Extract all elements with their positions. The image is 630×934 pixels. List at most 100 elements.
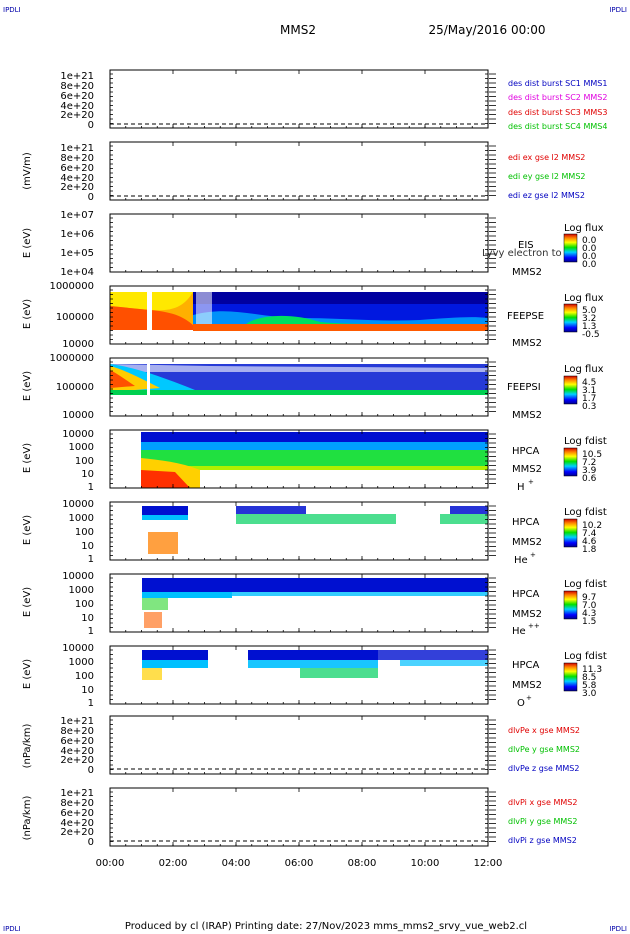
hpca-o-ytick-2: 100 <box>75 671 94 682</box>
hpca-o-cbar-tick-1: 8.5 <box>582 673 596 683</box>
eis-ylabel: E (eV) <box>22 228 33 258</box>
hpca-he-cbar-tick-0: 10.2 <box>582 521 602 531</box>
panel-hpca-h: E (eV) 10000 1000 100 10 1 HPCA MMS2 H +… <box>22 429 607 493</box>
hpca-h-colorbar <box>563 447 578 477</box>
eis-colorbar <box>563 233 578 263</box>
feepse-ytick-1: 100000 <box>56 312 94 323</box>
hpca-o-ytick-3: 10 <box>81 685 94 696</box>
corner-label-bottom-right: IPDLI <box>609 925 627 933</box>
eis-frame <box>109 213 489 273</box>
p1-ytick-2: 6e+20 <box>60 91 94 102</box>
hpca-h-ytick-3: 10 <box>81 469 94 480</box>
p2-ylabel: (mV/m) <box>22 152 33 190</box>
hpca-he-label-0: HPCA <box>512 517 540 528</box>
feepse-label-1: MMS2 <box>512 338 542 349</box>
hpca-he2-label-0: HPCA <box>512 589 540 600</box>
hpca-he2-ytick-1: 1000 <box>69 585 94 596</box>
feepsi-cbar-tick-2: 1.7 <box>582 394 596 404</box>
p2-ytick-4: 2e+20 <box>60 182 94 193</box>
time-tick-2: 04:00 <box>222 858 251 869</box>
hpca-h-species: H <box>517 482 525 493</box>
feepse-cbar-tick-0: 5.0 <box>582 306 597 316</box>
p2-frame <box>109 141 489 201</box>
hpca-he2-ytick-4: 1 <box>88 626 94 637</box>
panel-1: 1e+21 8e+20 6e+20 4e+20 2e+20 0 des dist… <box>60 69 607 131</box>
hpca-he-patch-5 <box>450 506 488 514</box>
hpca-h-cbar-tick-2: 3.9 <box>582 466 597 476</box>
hpca-he-cbar-tick-3: 1.8 <box>582 545 597 555</box>
time-tick-4: 08:00 <box>348 858 377 869</box>
panel-hpca-o: E (eV) 10000 1000 100 10 1 HPCA MMS2 O +… <box>22 643 607 709</box>
hpca-h-ytick-2: 100 <box>75 456 94 467</box>
hpca-o-ylabel: E (eV) <box>22 659 33 689</box>
hpca-he-charge: + <box>530 551 536 559</box>
feepse-cbar-tick-2: 1.3 <box>582 322 596 332</box>
hpca-o-patch-3 <box>248 650 378 660</box>
hpca-h-ytick-1: 1000 <box>69 442 94 453</box>
p1-legend-0: des dist burst SC1 MMS1 <box>508 79 607 88</box>
hpca-o-label-1: MMS2 <box>512 680 542 691</box>
hpca-he2-patch-4 <box>232 592 488 596</box>
feepse-ytick-2: 10000 <box>62 339 94 350</box>
feepsi-cbar-tick-0: 4.5 <box>582 378 596 388</box>
hpca-h-ytick-4: 1 <box>88 482 94 493</box>
eis-ytick-0: 1e+07 <box>60 210 94 221</box>
hpca-h-green <box>141 450 488 466</box>
time-axis: 00:00 02:00 04:00 06:00 08:00 10:00 12:0… <box>96 858 503 869</box>
feepsi-ytick-1: 100000 <box>56 382 94 393</box>
hpca-he2-spectrogram <box>142 578 488 628</box>
feepsi-ylabel: E (eV) <box>22 371 33 401</box>
eis-label-1: MMS2 <box>512 267 542 278</box>
feepse-cbar-tick-3: -0.5 <box>582 330 600 340</box>
hpca-he-cbar-title: Log fdist <box>564 507 607 518</box>
p2-ytick-0: 1e+21 <box>60 143 94 154</box>
feepsi-cbar-tick-1: 3.1 <box>582 386 596 396</box>
panel-hpca-he2: E (eV) 10000 1000 100 10 1 HPCA MMS2 He … <box>22 571 607 637</box>
p1-legend-3: des dist burst SC4 MMS4 <box>508 122 607 131</box>
hpca-h-cbar-title: Log fdist <box>564 436 607 447</box>
hpca-h-cbar-tick-0: 10.5 <box>582 450 602 460</box>
feepse-cbar-tick-1: 3.2 <box>582 314 596 324</box>
hpca-he-cbar-tick-1: 7.4 <box>582 529 597 539</box>
dlvpe-legend-1: dlvPe y gse MMS2 <box>508 745 580 754</box>
dlvpi-ytick-3: 4e+20 <box>60 818 94 829</box>
dlvpe-ytick-3: 4e+20 <box>60 746 94 757</box>
feepsi-spectrogram <box>110 364 488 395</box>
eis-cbar-tick-0: 0.0 <box>582 236 597 246</box>
hpca-h-top-blue <box>141 432 488 442</box>
dlvpi-legend-1: dlvPi y gse MMS2 <box>508 817 577 826</box>
hpca-he2-ytick-0: 10000 <box>62 571 94 582</box>
hpca-o-species: O <box>517 698 525 709</box>
feepse-spectrogram <box>110 292 488 331</box>
hpca-o-colorbar <box>563 662 578 692</box>
feepsi-sparse-top <box>110 364 488 372</box>
feepsi-colorbar <box>563 375 578 405</box>
hpca-he2-charge: ++ <box>528 622 540 630</box>
feepsi-ytick-0: 1000000 <box>49 353 94 364</box>
hpca-he-patch-2 <box>148 532 178 554</box>
hpca-h-light-green <box>141 466 488 470</box>
feepse-ylabel: E (eV) <box>22 299 33 329</box>
panel-eis: E (eV) 1e+07 1e+06 1e+05 1e+04 EIS Lyvy … <box>22 210 604 278</box>
dlvpe-legend-2: dlvPe z gse MMS2 <box>508 764 579 773</box>
feepse-gap <box>147 292 152 330</box>
p2-ytick-1: 8e+20 <box>60 153 94 164</box>
p2-ytick-2: 6e+20 <box>60 163 94 174</box>
hpca-he2-patch-3 <box>144 612 162 628</box>
eis-label-0: EIS <box>518 240 534 251</box>
hpca-h-red <box>141 470 190 488</box>
p1-legend-1: des dist burst SC2 MMS2 <box>508 93 607 102</box>
time-tick-0: 00:00 <box>96 858 125 869</box>
hpca-he2-colorbar <box>563 590 578 620</box>
dlvpi-legend-2: dlvPi z gse MMS2 <box>508 836 577 845</box>
dlvpi-ytick-5: 0 <box>88 837 94 848</box>
feepse-cbar-title: Log flux <box>564 293 604 304</box>
p1-ytick-1: 8e+20 <box>60 81 94 92</box>
hpca-o-patch-1 <box>142 660 208 668</box>
hpca-o-cbar-tick-3: 3.0 <box>582 689 597 699</box>
hpca-o-cbar-tick-0: 11.3 <box>582 665 602 675</box>
header-mission: MMS2 <box>280 23 316 37</box>
hpca-he-ytick-2: 100 <box>75 527 94 538</box>
feepsi-red-region <box>110 370 135 388</box>
